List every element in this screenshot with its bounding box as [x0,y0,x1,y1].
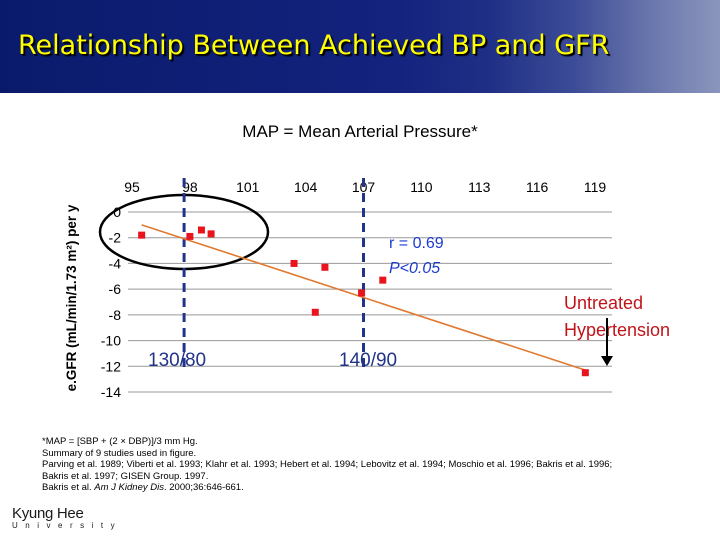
logo-name: Kyung Hee [12,505,84,522]
y-tick-label: -12 [101,358,121,374]
x-tick-label: 98 [182,179,198,195]
citation-journal: Am J Kidney Dis [94,482,164,493]
logo-subtitle: University [12,521,123,530]
x-tick-label: 101 [236,179,260,195]
x-tick-label: 110 [410,179,433,195]
data-point [311,308,319,316]
y-tick-label: -6 [109,281,122,297]
hypertension-label: Hypertension [564,320,670,340]
data-points [138,226,589,377]
y-tick-label: -2 [109,230,122,246]
gridlines [128,211,612,393]
building-photo-strip [490,0,720,93]
p-value-label: P<0.05 [389,260,440,277]
x-tick-label: 113 [468,179,491,195]
citation-prefix: Bakris et al. [42,482,95,493]
university-logo: Kyung Hee University [12,505,122,530]
data-point [290,259,298,267]
footnote-map-formula: *MAP = [SBP + (2 × DBP)]/3 mm Hg. [42,436,198,447]
x-tick-label: 95 [124,179,140,195]
y-tick-label: -8 [109,307,122,323]
x-tick-label: 116 [526,179,549,195]
y-tick-label: 0 [113,204,121,220]
data-point [321,263,329,271]
y-axis-label: e.GFR (mL/min/1.73 m²) per y [64,204,79,391]
x-tick-label: 119 [584,179,607,195]
x-tick-labels: 9598101104107110113116119 [124,179,606,195]
chart-subtitle: MAP = Mean Arterial Pressure* [242,122,478,141]
data-point [186,232,194,240]
footnote-summary: Summary of 9 studies used in figure. [42,447,197,459]
data-point [138,231,146,239]
data-point [197,226,205,234]
reference-line-label: 130/80 [148,350,206,371]
x-tick-label: 104 [294,179,318,195]
footnotes: *MAP = [SBP + (2 × DBP)]/3 mm Hg. Summar… [42,436,712,494]
trend-line [141,224,586,371]
reference-line-label: 140/90 [339,350,397,371]
y-tick-label: -4 [109,255,122,271]
footnote-citation: Bakris et al. Am J Kidney Dis. 2000;36:6… [42,482,712,494]
reference-lines: 130/80 140/90 [148,178,397,372]
citation-suffix: . 2000;36:646-661. [163,482,244,493]
y-tick-label: -14 [101,384,121,400]
untreated-arrowhead [601,356,613,366]
slide-header: Relationship Between Achieved BP and GFR [0,0,720,93]
footnote-references-1: Parving et al. 1989; Viberti et al. 1993… [42,459,613,470]
y-tick-label: -10 [101,333,121,349]
slide-title: Relationship Between Achieved BP and GFR [18,30,610,61]
data-point [581,369,589,377]
data-point [379,276,387,284]
untreated-label: Untreated [564,293,643,313]
data-point [358,289,366,297]
data-point [207,230,215,238]
correlation-label: r = 0.69 [389,235,444,252]
y-tick-labels: 0 -2 -4 -6 -8 -10 -12 -14 [101,204,121,400]
footnote-references-2: Bakris et al. 1997; GISEN Group. 1997. [42,470,209,482]
